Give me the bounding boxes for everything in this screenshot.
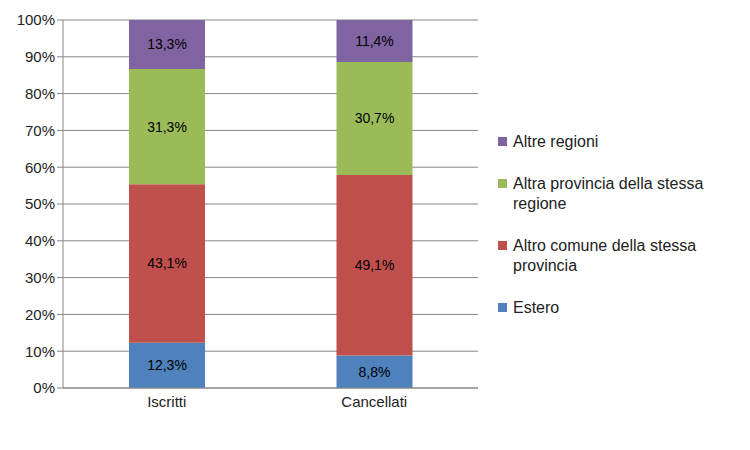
svg-text:30,7%: 30,7% <box>355 110 395 126</box>
svg-text:12,3%: 12,3% <box>147 357 187 373</box>
html-text:Altro comune della stessa prov: Altro comune della stessa provincia <box>513 237 697 274</box>
svg-text:20%: 20% <box>25 306 55 323</box>
svg-text:50%: 50% <box>25 195 55 212</box>
html-text:Estero: Estero <box>513 299 560 316</box>
svg-text:90%: 90% <box>25 48 55 65</box>
svg-text:10%: 10% <box>25 343 55 360</box>
html-text:Altre regioni: Altre regioni <box>513 133 599 150</box>
svg-text:31,3%: 31,3% <box>147 119 187 135</box>
svg-text:60%: 60% <box>25 159 55 176</box>
svg-text:100%: 100% <box>17 11 55 28</box>
svg-text:80%: 80% <box>25 85 55 102</box>
svg-text:49,1%: 49,1% <box>355 257 395 273</box>
svg-text:11,4%: 11,4% <box>355 33 394 49</box>
html-text:Altra provincia della stessa r: Altra provincia della stessa regione <box>513 175 704 212</box>
svg-text:0%: 0% <box>33 379 55 396</box>
svg-text:Cancellati: Cancellati <box>341 393 407 410</box>
svg-text:43,1%: 43,1% <box>147 255 187 271</box>
svg-text:8,8%: 8,8% <box>359 364 391 380</box>
svg-text:70%: 70% <box>25 122 55 139</box>
svg-text:40%: 40% <box>25 232 55 249</box>
svg-text:Iscritti: Iscritti <box>147 393 186 410</box>
svg-text:30%: 30% <box>25 269 55 286</box>
svg-text:13,3%: 13,3% <box>147 36 187 52</box>
